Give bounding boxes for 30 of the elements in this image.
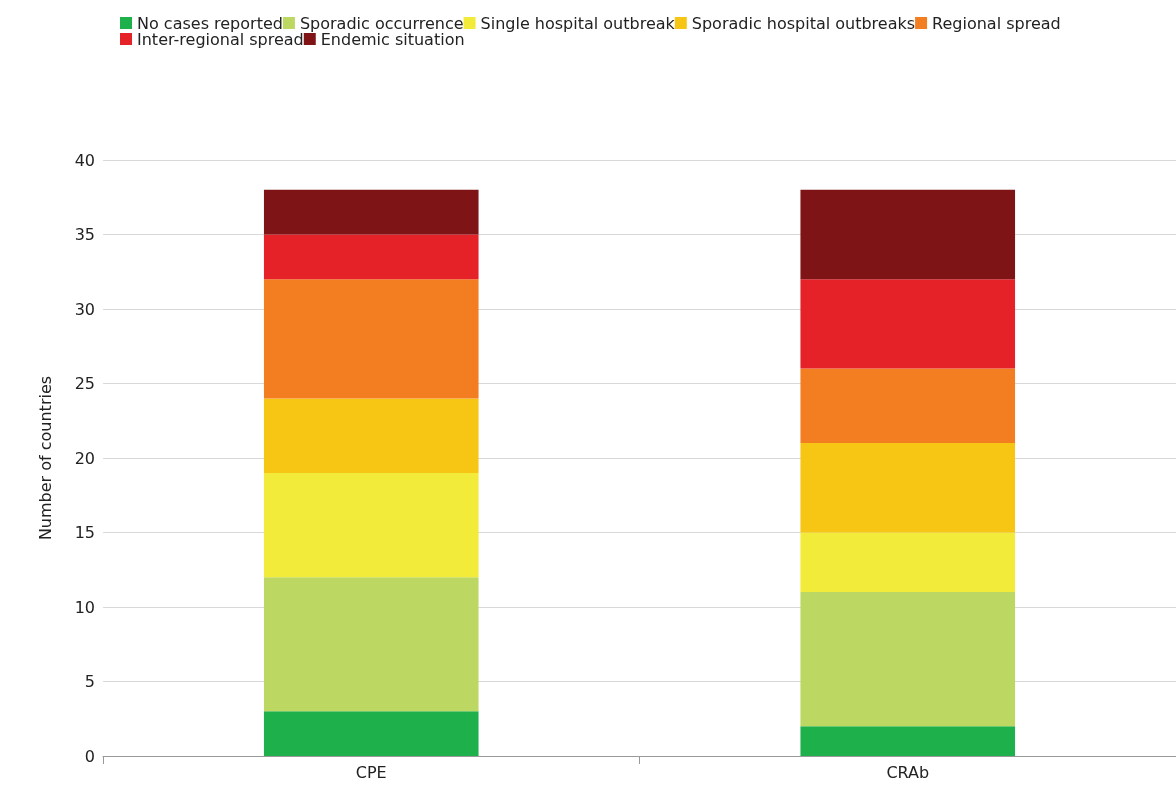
bar <box>800 189 1016 280</box>
y-axis-title: Number of countries <box>35 375 55 541</box>
y-tick-label: 20 <box>74 448 95 468</box>
y-tick-label: 40 <box>74 150 95 170</box>
x-tick-label: CRAb <box>886 762 930 782</box>
y-tick-label: 0 <box>84 746 95 766</box>
bar <box>263 279 479 399</box>
bar <box>800 726 1016 756</box>
bar <box>800 279 1016 369</box>
bar <box>800 592 1016 727</box>
y-tick-label: 10 <box>74 597 95 617</box>
bar <box>800 368 1016 444</box>
legend-label: Sporadic hospital outbreaks <box>691 13 916 33</box>
legend-label: No cases reported <box>137 13 283 33</box>
y-tick-label: 35 <box>74 225 95 244</box>
bar <box>263 711 479 756</box>
bar <box>263 472 479 578</box>
bar <box>263 234 479 280</box>
y-tick-label: 5 <box>84 672 95 691</box>
bar <box>263 398 479 473</box>
bar <box>263 189 479 235</box>
legend-label: Regional spread <box>932 13 1061 33</box>
bar <box>263 577 479 712</box>
y-tick-label: 15 <box>74 523 95 542</box>
bar <box>800 443 1016 533</box>
x-tick-label: CPE <box>355 762 387 782</box>
bar <box>800 532 1016 593</box>
legend-label: Single hospital outbreak <box>480 13 676 33</box>
y-tick-label: 30 <box>74 299 95 319</box>
y-tick-label: 25 <box>74 374 95 393</box>
